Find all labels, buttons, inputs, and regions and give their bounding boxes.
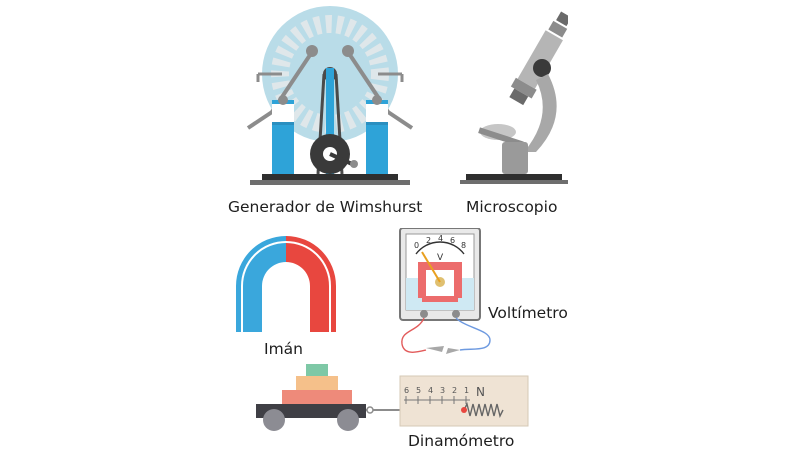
svg-text:2: 2 xyxy=(426,236,431,245)
microscope-icon xyxy=(460,11,568,184)
svg-text:N: N xyxy=(476,385,485,399)
microscope-label: Microscopio xyxy=(466,198,558,216)
dynamometer-icon: 6 5 4 3 2 1 N xyxy=(256,364,529,431)
wimshurst-label: Generador de Wimshurst xyxy=(228,198,423,216)
svg-text:5: 5 xyxy=(416,386,421,395)
magnet-label: Imán xyxy=(264,340,303,358)
svg-text:6: 6 xyxy=(404,386,409,395)
svg-text:8: 8 xyxy=(461,241,466,250)
svg-text:2: 2 xyxy=(452,386,457,395)
svg-text:4: 4 xyxy=(428,386,433,395)
svg-text:1: 1 xyxy=(464,386,469,395)
voltmeter-icon: 0 2 4 6 8 V xyxy=(399,228,491,354)
wimshurst-machine-icon xyxy=(246,6,414,185)
svg-text:0: 0 xyxy=(414,241,419,250)
dynamometer-label: Dinamómetro xyxy=(408,432,515,450)
svg-text:V: V xyxy=(437,253,444,263)
svg-text:3: 3 xyxy=(440,386,445,395)
svg-text:6: 6 xyxy=(450,236,455,245)
svg-text:4: 4 xyxy=(438,234,443,243)
horseshoe-magnet-icon xyxy=(236,236,336,332)
voltmeter-label: Voltímetro xyxy=(488,304,568,322)
